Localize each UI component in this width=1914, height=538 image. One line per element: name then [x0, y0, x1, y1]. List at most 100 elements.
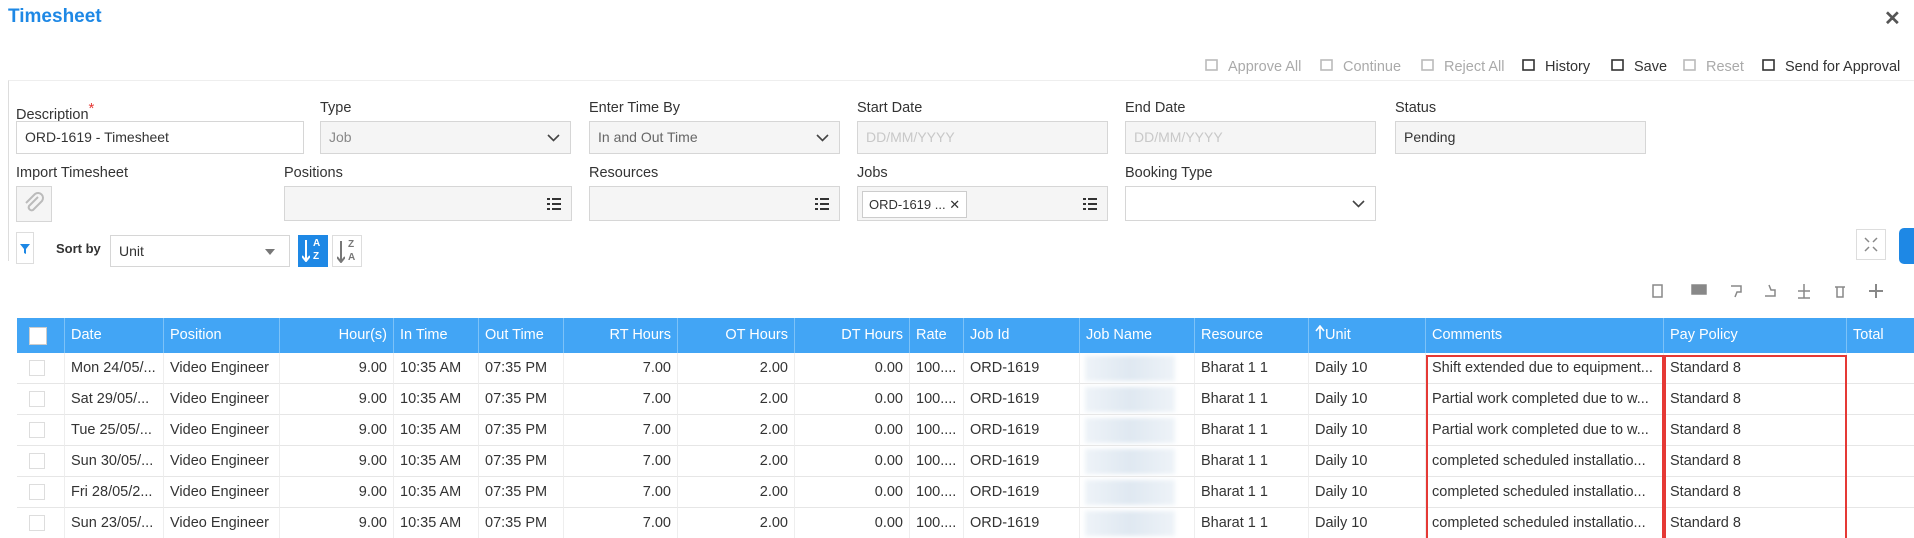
column-header[interactable]: Total	[1847, 318, 1914, 353]
cell: ORD-1619	[964, 508, 1080, 538]
filter-button[interactable]	[16, 232, 34, 264]
cell: 100....	[910, 477, 964, 508]
column-title: Job Name	[1086, 327, 1153, 343]
thumb-up-icon[interactable]	[1765, 284, 1776, 297]
blur	[1085, 480, 1175, 505]
copy-icon[interactable]	[1652, 284, 1663, 298]
cell: ORD-1619	[964, 446, 1080, 477]
cell: Tue 25/05/...	[65, 415, 164, 446]
checkbox[interactable]	[29, 327, 47, 345]
column-header[interactable]: Date	[65, 318, 164, 353]
filter-icon	[20, 244, 30, 254]
booking-type-select[interactable]	[1125, 186, 1376, 221]
toolbar-button[interactable]: Approve All	[1204, 57, 1301, 75]
chip-remove[interactable]: ✕	[949, 197, 961, 212]
column-header[interactable]: Resource	[1195, 318, 1309, 353]
side-panel-tab[interactable]	[1899, 228, 1914, 264]
column-header[interactable]: Unit	[1309, 318, 1426, 353]
expand-button[interactable]	[1856, 229, 1886, 260]
cell: Bharat 1 1	[1195, 477, 1309, 508]
blurred-job-name	[1080, 508, 1195, 538]
total-cell	[1847, 508, 1914, 538]
cell: ORD-1619	[964, 353, 1080, 384]
checkbox[interactable]	[29, 360, 45, 376]
close-button[interactable]: ✕	[1884, 8, 1901, 30]
column-header[interactable]: DT Hours	[795, 318, 910, 353]
thumb-down-icon[interactable]	[1731, 285, 1742, 298]
end-date-input[interactable]: DD/MM/YYYY	[1125, 121, 1376, 154]
jobs-input[interactable]: ORD-1619 ... ✕	[857, 186, 1108, 221]
total-cell	[1847, 353, 1914, 384]
field-label: Status	[1395, 100, 1437, 116]
start-date-input[interactable]: DD/MM/YYYY	[857, 121, 1108, 154]
row-select-cell	[17, 353, 65, 384]
resources-input[interactable]	[589, 186, 840, 221]
column-header[interactable]: Hour(s)	[280, 318, 394, 353]
column-header[interactable]: Rate	[910, 318, 964, 353]
cell: Fri 28/05/2...	[65, 477, 164, 508]
column-header[interactable]: OT Hours	[678, 318, 795, 353]
type-select[interactable]: Job	[320, 121, 571, 154]
toolbar-button[interactable]: History	[1521, 57, 1590, 75]
cell: 7.00	[564, 384, 678, 415]
column-header[interactable]: Comments	[1426, 318, 1664, 353]
select-value: Unit	[119, 243, 144, 259]
checkbox[interactable]	[29, 453, 45, 469]
blur	[1085, 387, 1175, 412]
sort-select[interactable]: Unit	[110, 235, 290, 267]
column-header[interactable]: Job Name	[1080, 318, 1195, 353]
cell: 9.00	[280, 477, 394, 508]
job-chip[interactable]: ORD-1619 ... ✕	[862, 191, 968, 218]
checkbox[interactable]	[29, 391, 45, 407]
window-title: Timesheet	[8, 6, 102, 27]
cell: Daily 10	[1309, 384, 1426, 415]
blur	[1085, 449, 1175, 474]
sort-arrow-icon	[1315, 324, 1325, 343]
cell: Video Engineer	[164, 477, 280, 508]
checkbox[interactable]	[29, 484, 45, 500]
column-header[interactable]: RT Hours	[564, 318, 678, 353]
toolbar-button[interactable]: Save	[1610, 57, 1667, 75]
toolbar-button[interactable]: Send for Approval	[1761, 57, 1900, 75]
split-icon[interactable]	[1798, 284, 1810, 299]
add-icon[interactable]	[1869, 284, 1883, 298]
chevron	[816, 134, 829, 142]
caret	[265, 249, 275, 255]
total-cell	[1847, 415, 1914, 446]
description-input[interactable]: ORD-1619 - Timesheet	[16, 121, 304, 154]
toolbar-label: History	[1545, 59, 1591, 75]
column-title: Comments	[1432, 327, 1503, 343]
column-header[interactable]: Position	[164, 318, 280, 353]
positions-input[interactable]	[284, 186, 572, 221]
highlight-pay-policy	[1664, 355, 1847, 538]
toolbar-button[interactable]: Reject All	[1420, 57, 1504, 75]
column-title: Out Time	[485, 327, 544, 343]
checkbox[interactable]	[29, 515, 45, 531]
attach-button[interactable]	[16, 186, 52, 222]
row-select-cell	[17, 415, 65, 446]
cell: 2.00	[678, 477, 795, 508]
toolbar-button[interactable]: Continue	[1319, 57, 1401, 75]
column-header[interactable]: Out Time	[479, 318, 564, 353]
cell: 10:35 AM	[394, 508, 479, 538]
delete-icon[interactable]	[1835, 286, 1845, 298]
toolbar-icon	[1683, 59, 1696, 71]
sort-label: Sort by	[56, 241, 101, 256]
cell: 2.00	[678, 384, 795, 415]
toolbar-label: Send for Approval	[1785, 59, 1901, 75]
column-header[interactable]: Pay Policy	[1664, 318, 1847, 353]
cell: 07:35 PM	[479, 353, 564, 384]
toolbar-button[interactable]: Reset	[1682, 57, 1744, 75]
column-header[interactable]: In Time	[394, 318, 479, 353]
checkbox[interactable]	[29, 422, 45, 438]
column-title: Pay Policy	[1670, 327, 1738, 343]
select-value: Job	[329, 129, 352, 145]
enter-time-select[interactable]: In and Out Time	[589, 121, 840, 154]
chip-label: ORD-1619 ...	[869, 197, 946, 212]
comment-icon[interactable]	[1691, 284, 1707, 295]
field-label: Import Timesheet	[16, 165, 129, 181]
column-header[interactable]: Job Id	[964, 318, 1080, 353]
blurred-job-name	[1080, 446, 1195, 477]
